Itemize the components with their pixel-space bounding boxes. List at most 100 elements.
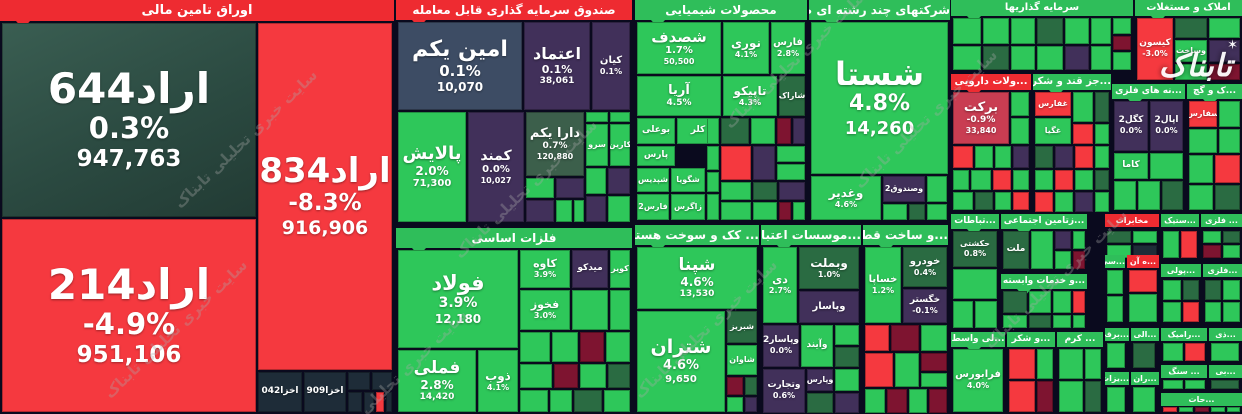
- tile-mali-vaset-0[interactable]: فرابورس 4.0%: [953, 349, 1003, 412]
- cell-sarmaye-gozariha-11[interactable]: [1091, 46, 1111, 70]
- tile-felezat-asasi-2[interactable]: ذوب 4.1%: [478, 350, 518, 412]
- cell-bi-0[interactable]: [1211, 380, 1239, 389]
- tile-etf-6[interactable]: سرو: [586, 124, 608, 166]
- cell-moassesat-etebari-1[interactable]: [835, 347, 859, 367]
- cell-ghand-o-shekar-3[interactable]: [1037, 381, 1053, 412]
- cell-yezat-0[interactable]: [1107, 387, 1125, 412]
- cell-darooyi-0[interactable]: [1011, 92, 1029, 116]
- cell-shimiaei-9[interactable]: [777, 164, 805, 180]
- tile-shimiaei-3[interactable]: آریا 4.5%: [637, 76, 721, 116]
- cell-sarmaye-gozariha-7[interactable]: [983, 46, 1009, 70]
- cell-ghand-shekar-joz-10[interactable]: [1075, 170, 1093, 190]
- cell-kok-sokht-2[interactable]: [727, 397, 743, 412]
- tile-tamin-mali-1[interactable]: اراد214 -4.9% 951,106: [2, 219, 256, 412]
- cell-zeraat-khadamat-6[interactable]: [1053, 315, 1071, 328]
- tile-chand-reshtei-0[interactable]: شستا 4.8% 14,260: [811, 22, 948, 174]
- cell-hat-3[interactable]: [1211, 407, 1225, 412]
- cell-haml-ertebatat-0[interactable]: [953, 269, 997, 299]
- cell-ghand-shekar-joz-8[interactable]: [1035, 170, 1053, 190]
- tile-khodro-ghataat-1[interactable]: خودرو 0.4%: [903, 247, 947, 287]
- cell-ceramic-1[interactable]: [1185, 343, 1205, 361]
- cell-sarmaye-gozariha-0[interactable]: [953, 18, 981, 44]
- cell-shimiaei-3[interactable]: [777, 118, 791, 144]
- cell-kane-felezi-1[interactable]: [1114, 181, 1136, 210]
- cell-tamin-mali-4[interactable]: [376, 392, 384, 412]
- cell-sarmaye-gozariha-1[interactable]: [983, 18, 1009, 44]
- tile-etf-7[interactable]: کارین: [610, 124, 630, 166]
- tile-shimiaei-0[interactable]: شصدف 1.7% 50,500: [637, 22, 721, 74]
- cell-kerm-2[interactable]: [1059, 381, 1083, 412]
- cell-darooyi-8[interactable]: [993, 170, 1011, 190]
- tile-moassesat-etebari-6[interactable]: وپارس: [807, 369, 833, 391]
- cell-khodro-ghataat-3[interactable]: [865, 353, 893, 387]
- cell-etf-3[interactable]: [608, 168, 630, 194]
- tile-etf-4[interactable]: کمند 0.0% 10,027: [468, 112, 524, 222]
- cell-chand-reshtei-0[interactable]: [927, 176, 947, 202]
- cell-shimiaei-18[interactable]: [793, 202, 805, 220]
- cell-etf-10[interactable]: [574, 200, 584, 222]
- cell-felezat-asasi-12[interactable]: [574, 390, 602, 412]
- cell-moassesat-etebari-3[interactable]: [807, 393, 833, 413]
- cell-chand-reshtei-2[interactable]: [909, 204, 925, 220]
- cell-he-an-0[interactable]: [1129, 270, 1157, 292]
- tile-amlak-1[interactable]: وساخت: [1175, 40, 1207, 62]
- cell-felezat-asasi-5[interactable]: [606, 332, 630, 362]
- cell-ghand-shekar-joz-2[interactable]: [1073, 124, 1093, 144]
- cell-moassesat-etebari-0[interactable]: [835, 325, 859, 345]
- tile-kok-sokht-3[interactable]: شاوان: [727, 345, 757, 375]
- cell-sang-1[interactable]: [1185, 380, 1205, 389]
- tile-shimiaei-11[interactable]: فارس2: [637, 194, 669, 220]
- cell-sarmaye-gozariha-8[interactable]: [1011, 46, 1035, 70]
- tile-tamin-mali-4[interactable]: اخزا909: [304, 372, 346, 412]
- cell-ghand-shekar-joz-14[interactable]: [1075, 192, 1093, 212]
- tile-darooyi-0[interactable]: برکت -0.9% 33,840: [953, 92, 1009, 144]
- cell-khodro-ghataat-2[interactable]: [921, 325, 947, 351]
- cell-moassesat-etebari-2[interactable]: [835, 369, 859, 391]
- tile-felezat-asasi-0[interactable]: فولاد 3.9% 12,180: [398, 250, 518, 348]
- cell-gach-2[interactable]: [1219, 129, 1240, 153]
- cell-sarmaye-gozariha-9[interactable]: [1037, 46, 1063, 70]
- cell-shimiaei-6[interactable]: [721, 146, 751, 180]
- tile-moassesat-etebari-1[interactable]: وبملت 1.0%: [799, 247, 859, 289]
- cell-etf-0[interactable]: [586, 112, 608, 122]
- cell-etf-9[interactable]: [556, 200, 572, 222]
- cell-khodro-ghataat-6[interactable]: [921, 373, 947, 387]
- cell-felezi-1-3[interactable]: [1223, 245, 1240, 258]
- cell-pooli-3[interactable]: [1183, 302, 1199, 322]
- tile-ghand-shekar-joz-0[interactable]: غفارس: [1035, 92, 1071, 116]
- cell-felezat-asasi-10[interactable]: [520, 390, 548, 412]
- cell-ceramic-0[interactable]: [1163, 343, 1183, 361]
- cell-shimiaei-7[interactable]: [753, 146, 775, 180]
- cell-etf-7[interactable]: [556, 178, 584, 198]
- cell-felezat-asasi-7[interactable]: [554, 364, 578, 388]
- cell-ghand-shekar-joz-6[interactable]: [1075, 146, 1093, 168]
- cell-tamin-mali-0[interactable]: [348, 372, 370, 390]
- cell-amlak-4[interactable]: [1209, 64, 1240, 80]
- cell-sarmaye-gozariha-10[interactable]: [1065, 46, 1089, 70]
- tile-shimiaei-6[interactable]: بوعلی: [637, 118, 675, 144]
- cell-tamin-mali-1[interactable]: [372, 372, 392, 390]
- cell-khodro-ghataat-0[interactable]: [865, 325, 889, 351]
- cell-zeraat-khadamat-7[interactable]: [1073, 315, 1085, 328]
- tile-moassesat-etebari-0[interactable]: دی 2.7%: [763, 247, 797, 323]
- cell-shimiaei-15[interactable]: [721, 202, 751, 220]
- tile-shimiaei-10[interactable]: شگویا: [671, 168, 705, 192]
- cell-ghand-o-shekar-2[interactable]: [1009, 381, 1035, 412]
- tile-shimiaei-5[interactable]: شاراک: [779, 76, 805, 116]
- cell-kok-sokht-3[interactable]: [745, 397, 757, 412]
- tile-shimiaei-1[interactable]: نوری 4.1%: [723, 22, 769, 74]
- cell-ghand-shekar-joz-3[interactable]: [1095, 124, 1109, 144]
- cell-pooli-1[interactable]: [1183, 280, 1199, 300]
- cell-kerm-3[interactable]: [1085, 381, 1101, 412]
- cell-shimiaei-13[interactable]: [753, 182, 777, 200]
- cell-hat-0[interactable]: [1163, 407, 1177, 412]
- cell-ghand-o-shekar-0[interactable]: [1009, 349, 1035, 379]
- cell-ghand-shekar-joz-9[interactable]: [1055, 170, 1073, 190]
- cell-etf-8[interactable]: [526, 200, 554, 222]
- cell-shimiaei-16[interactable]: [753, 202, 777, 220]
- cell-zeraat-khadamat-2[interactable]: [1053, 291, 1071, 313]
- cell-sarmaye-gozariha-5[interactable]: [1091, 18, 1111, 44]
- cell-darooyi-1[interactable]: [1011, 118, 1029, 144]
- cell-felezi-1-1[interactable]: [1223, 231, 1240, 243]
- cell-mokhaberat-0[interactable]: [1107, 231, 1131, 243]
